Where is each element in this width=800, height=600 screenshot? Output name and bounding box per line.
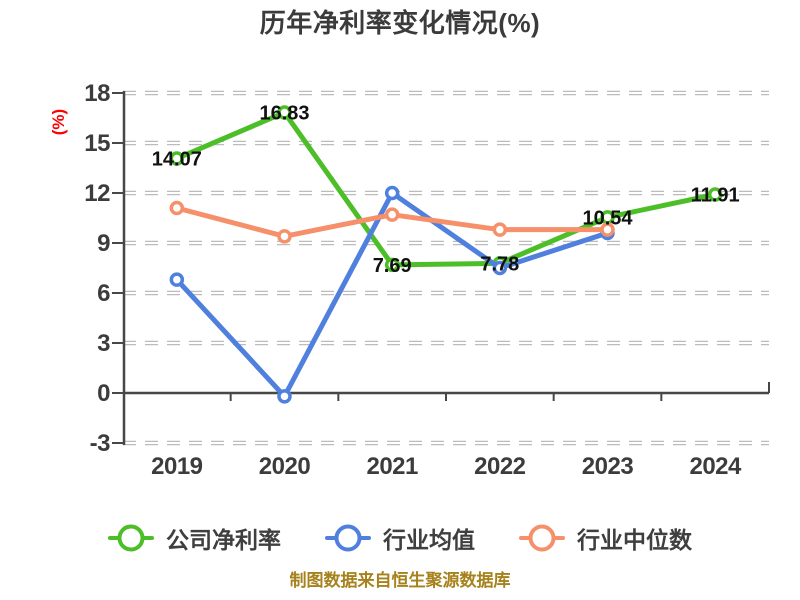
legend-marker-dot	[117, 524, 145, 552]
x-tick-label: 2023	[582, 453, 634, 480]
y-tick-label: -3	[90, 430, 110, 457]
y-tick-label: 9	[97, 230, 110, 257]
legend-item-company-net-margin[interactable]: 公司净利率	[108, 521, 281, 555]
series-point-industry-median	[384, 207, 400, 222]
y-tick-label: 6	[97, 280, 110, 307]
series-point-industry-median	[277, 229, 292, 244]
x-tick-label: 2019	[151, 453, 203, 480]
x-tick-label: 2021	[366, 453, 418, 480]
line-marker-icon	[325, 523, 371, 553]
series-point-industry-mean	[492, 260, 508, 276]
line-marker-icon	[519, 523, 565, 553]
legend-label: 行业均值	[383, 527, 475, 553]
data-label-company-net-margin: 7.78	[480, 253, 519, 275]
x-tick-label: 2020	[259, 453, 311, 480]
y-tick-label: 12	[84, 180, 110, 207]
data-label-company-net-margin: 11.91	[691, 185, 740, 207]
data-label-company-net-margin: 10.54	[582, 207, 633, 229]
series-line-company-net-margin	[174, 110, 718, 268]
legend-label: 公司净利率	[166, 527, 281, 553]
series-point-company-net-margin	[707, 187, 723, 202]
data-label-company-net-margin: 7.69	[373, 255, 412, 277]
legend: 公司净利率 行业均值 行业中位数	[0, 521, 800, 555]
series-point-industry-mean	[277, 389, 292, 404]
series-point-industry-median	[600, 222, 615, 237]
series-point-industry-mean	[169, 272, 185, 287]
y-tick-label: 18	[84, 80, 110, 107]
legend-marker-dot	[334, 524, 362, 552]
series-point-industry-median	[169, 200, 185, 216]
legend-marker-dot	[528, 524, 556, 552]
legend-item-industry-median[interactable]: 行业中位数	[519, 521, 692, 555]
y-tick-label: 3	[97, 330, 110, 357]
legend-item-industry-mean[interactable]: 行业均值	[325, 521, 475, 555]
data-label-company-net-margin: 14.07	[152, 149, 202, 171]
series-point-industry-median	[492, 222, 508, 237]
chart-title: 历年净利率变化情况(%)	[259, 8, 541, 38]
series-point-company-net-margin	[384, 257, 400, 273]
x-tick-label: 2024	[689, 453, 742, 480]
data-label-company-net-margin: 16.83	[259, 103, 309, 125]
y-tick-label: 15	[84, 130, 110, 157]
x-tick-label: 2022	[474, 453, 526, 480]
source-note: 制图数据来自恒生聚源数据库	[289, 571, 511, 590]
series-point-company-net-margin	[277, 105, 292, 120]
y-tick-label: 0	[97, 380, 110, 407]
legend-label: 行业中位数	[577, 527, 692, 553]
series-point-industry-mean	[384, 185, 400, 201]
line-marker-icon	[108, 523, 154, 553]
series-point-company-net-margin	[169, 151, 185, 166]
